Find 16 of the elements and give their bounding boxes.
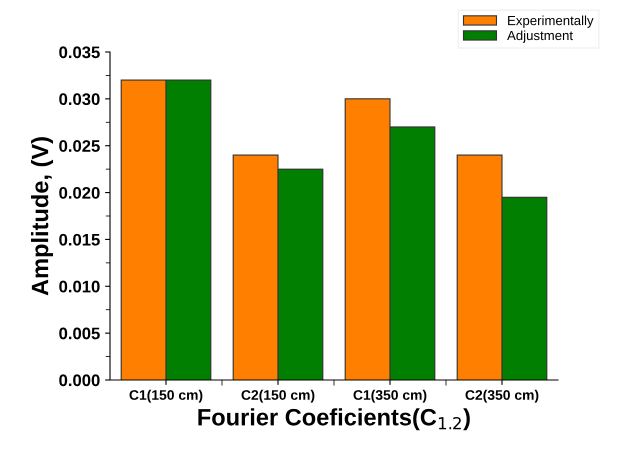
y-tick-label: 0.020 <box>59 186 100 199</box>
y-axis-title: Amplitude, (V) <box>31 137 54 296</box>
y-tick-label: 0.005 <box>59 328 100 340</box>
x-tick-label: C1(350 cm) <box>354 390 426 403</box>
y-tick-label: 0.035 <box>59 46 100 58</box>
x-tick-label: C2(150 cm) <box>242 390 314 403</box>
y-tick-label: 0.010 <box>59 280 100 292</box>
y-tick-label: 0.015 <box>59 234 100 246</box>
legend-label: Adjustment <box>507 30 573 43</box>
x-axis-title: Fourier Coeficients(C$_{1.2}$) <box>198 408 470 430</box>
y-tick-label: 0.030 <box>59 93 100 106</box>
x-tick-label: C1(150 cm) <box>130 390 202 403</box>
y-tick-label: 0.000 <box>59 374 100 386</box>
y-tick-label: 0.025 <box>59 140 100 152</box>
legend-label: Experimentally <box>508 16 594 28</box>
x-tick-label: C2(350 cm) <box>466 390 538 403</box>
